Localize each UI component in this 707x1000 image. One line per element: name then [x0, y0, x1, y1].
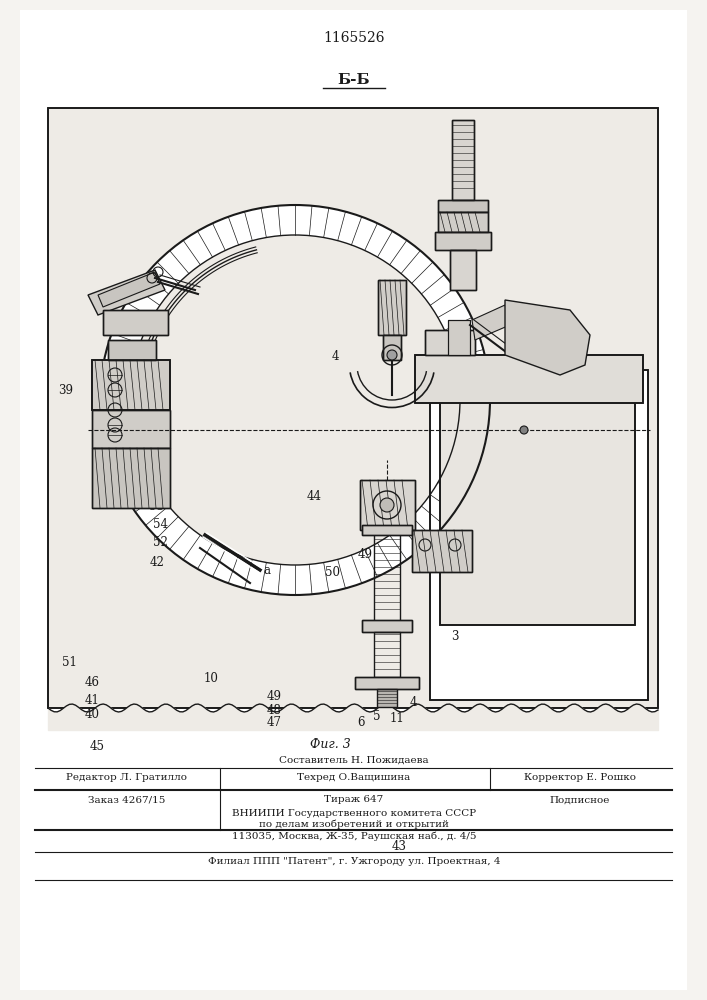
Bar — [360, 480, 415, 530]
Text: 6: 6 — [357, 716, 364, 728]
Bar — [425, 330, 475, 355]
Bar — [362, 620, 412, 632]
Bar — [438, 200, 488, 212]
Bar — [440, 380, 635, 625]
Circle shape — [520, 426, 528, 434]
Bar — [92, 410, 170, 448]
Text: ВНИИПИ Государственного комитета СССР: ВНИИПИ Государственного комитета СССР — [232, 808, 476, 818]
Bar — [92, 360, 170, 410]
Text: 3: 3 — [451, 631, 458, 644]
Text: 4: 4 — [332, 351, 339, 363]
Polygon shape — [505, 300, 590, 375]
Text: 10: 10 — [203, 672, 218, 684]
Text: 47: 47 — [267, 716, 282, 730]
Bar — [452, 120, 474, 200]
Bar — [438, 200, 488, 212]
Bar — [450, 250, 476, 290]
Text: 52: 52 — [153, 536, 168, 550]
Text: Подписное: Подписное — [550, 796, 610, 804]
Bar — [48, 108, 658, 708]
Text: 39: 39 — [58, 383, 74, 396]
Text: Б-Б: Б-Б — [338, 73, 370, 87]
Bar — [438, 212, 488, 232]
Circle shape — [100, 205, 490, 595]
Text: 40: 40 — [84, 708, 100, 722]
Text: Составитель Н. Пожидаева: Составитель Н. Пожидаева — [279, 756, 429, 764]
Text: 45: 45 — [89, 740, 105, 754]
Text: Тираж 647: Тираж 647 — [325, 796, 384, 804]
Bar — [355, 677, 419, 689]
Circle shape — [130, 235, 460, 565]
Bar — [377, 689, 397, 707]
Text: 11: 11 — [390, 712, 404, 724]
Bar — [430, 370, 648, 700]
Text: 42: 42 — [149, 556, 165, 568]
Bar — [448, 320, 470, 355]
Bar — [108, 340, 156, 360]
Bar — [103, 310, 168, 335]
Bar — [415, 355, 643, 403]
Bar — [435, 232, 491, 250]
Text: 49: 49 — [267, 690, 282, 704]
Circle shape — [380, 498, 394, 512]
Text: 4: 4 — [410, 696, 417, 708]
Circle shape — [387, 350, 397, 360]
Text: 51: 51 — [62, 656, 77, 668]
Bar — [362, 620, 412, 632]
Text: Фиг. 3: Фиг. 3 — [310, 738, 351, 752]
Text: Техред О.Ващишина: Техред О.Ващишина — [298, 774, 411, 782]
Text: 50: 50 — [325, 566, 340, 580]
Text: 2: 2 — [463, 560, 470, 574]
Text: 48: 48 — [267, 704, 282, 716]
Text: 113035, Москва, Ж-35, Раушская наб., д. 4/5: 113035, Москва, Ж-35, Раушская наб., д. … — [232, 831, 477, 841]
Polygon shape — [98, 272, 160, 307]
Bar — [103, 310, 168, 335]
Text: 44: 44 — [307, 490, 322, 504]
Bar — [440, 380, 635, 625]
Bar — [415, 355, 643, 403]
Text: 53: 53 — [149, 499, 165, 512]
Bar — [108, 340, 156, 360]
Polygon shape — [472, 305, 510, 340]
Bar — [92, 410, 170, 448]
Text: 43: 43 — [392, 840, 407, 854]
Polygon shape — [88, 270, 165, 315]
Bar — [430, 370, 648, 700]
Bar — [383, 335, 401, 360]
Bar — [435, 232, 491, 250]
Bar — [438, 212, 488, 232]
Text: 1165526: 1165526 — [323, 31, 385, 45]
Bar — [362, 525, 412, 535]
Bar — [448, 320, 470, 355]
Text: Заказ 4267/15: Заказ 4267/15 — [88, 796, 165, 804]
Text: Редактор Л. Гратилло: Редактор Л. Гратилло — [66, 774, 187, 782]
Text: 54: 54 — [153, 518, 168, 530]
Bar — [450, 250, 476, 290]
Bar — [378, 280, 406, 335]
Bar — [92, 448, 170, 508]
Text: 46: 46 — [84, 676, 100, 690]
Text: по делам изобретений и открытий: по делам изобретений и открытий — [259, 819, 449, 829]
Text: Филиал ППП "Патент", г. Ужгороду ул. Проектная, 4: Филиал ППП "Патент", г. Ужгороду ул. Про… — [208, 857, 501, 866]
Bar — [425, 330, 475, 355]
Bar — [374, 530, 400, 625]
Bar — [360, 480, 415, 530]
Bar — [412, 530, 472, 572]
Bar — [412, 530, 472, 572]
Text: 49: 49 — [357, 548, 373, 562]
Text: 1: 1 — [461, 381, 468, 394]
Bar — [355, 677, 419, 689]
Bar — [48, 108, 658, 708]
Bar — [378, 280, 406, 335]
Bar — [362, 525, 412, 535]
Bar — [452, 120, 474, 200]
Text: 5: 5 — [373, 710, 380, 724]
Bar — [92, 448, 170, 508]
Bar — [383, 335, 401, 360]
Text: 41: 41 — [84, 694, 100, 706]
Text: Корректор Е. Рошко: Корректор Е. Рошко — [524, 774, 636, 782]
Text: a: a — [264, 564, 271, 578]
Bar — [92, 360, 170, 410]
Bar — [374, 632, 400, 677]
